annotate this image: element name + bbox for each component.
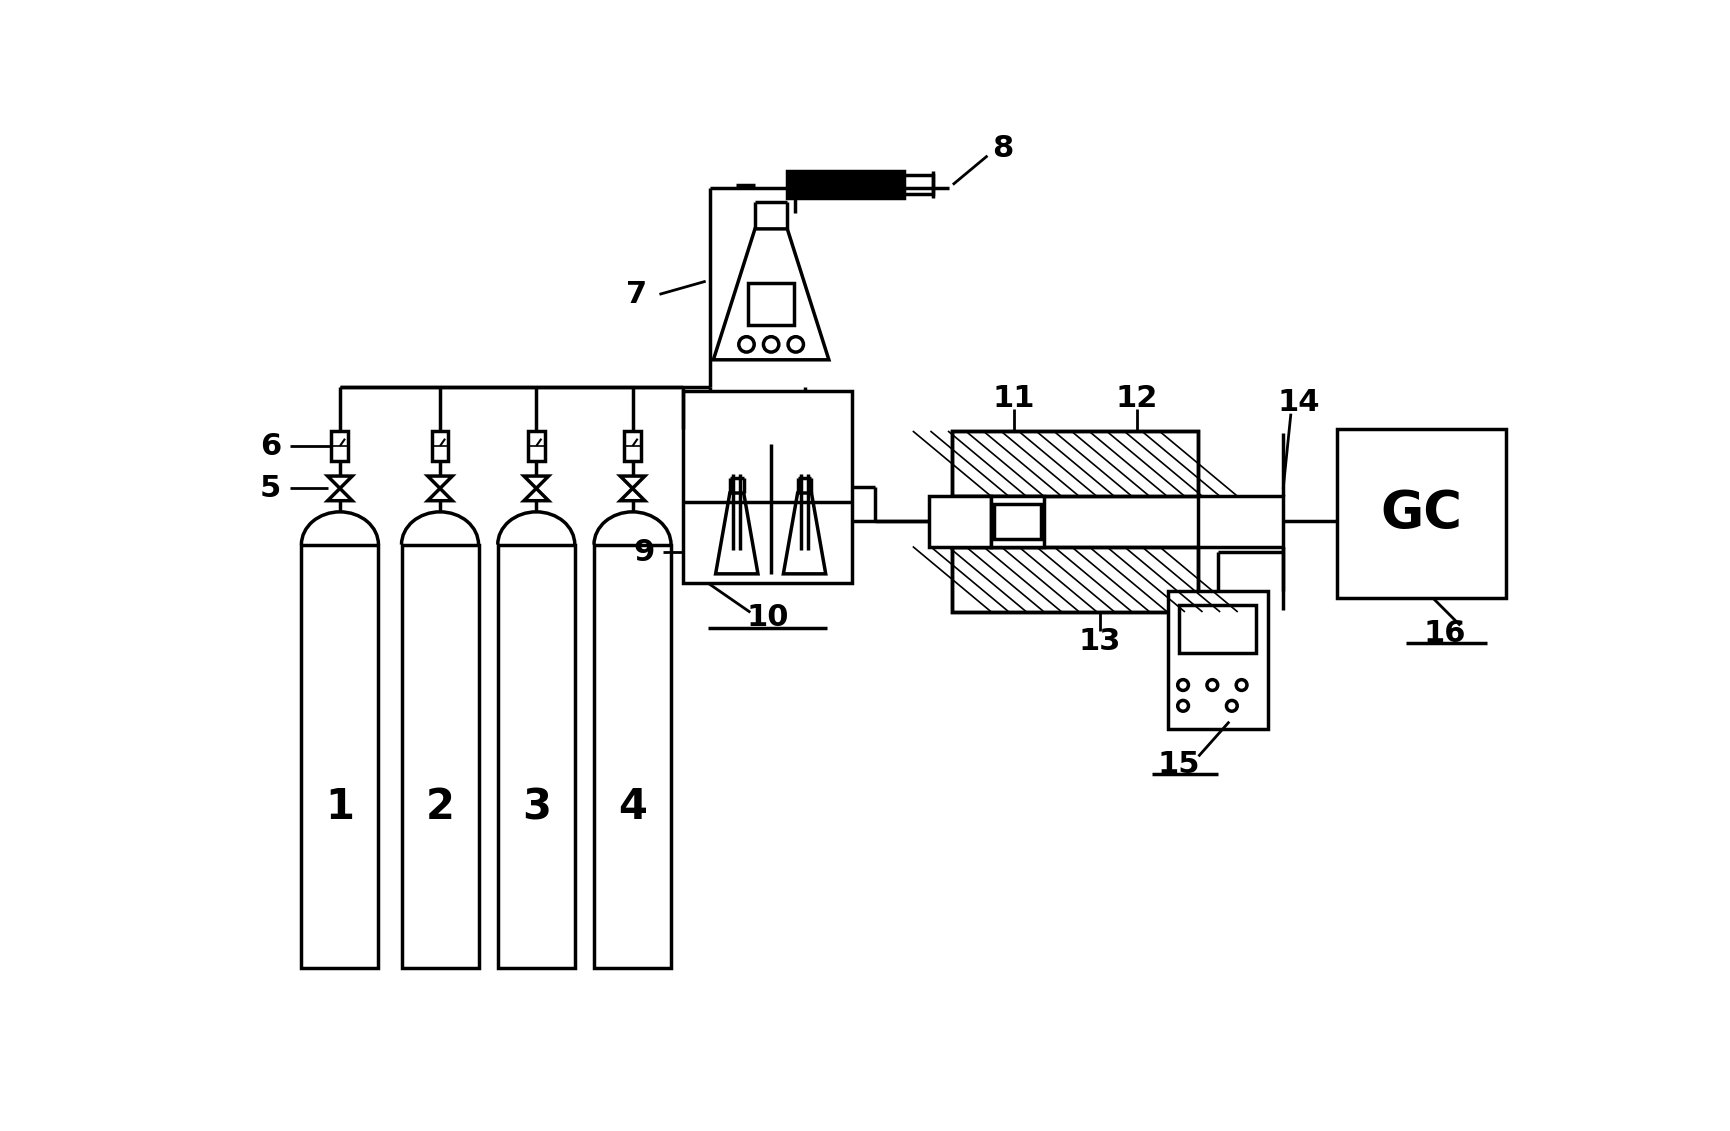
Text: 12: 12 (1116, 385, 1157, 413)
Bar (1168, 590, 1268, 729)
Polygon shape (716, 493, 758, 573)
Text: GC: GC (1381, 487, 1464, 539)
Bar (401, 545, 479, 968)
Polygon shape (621, 476, 645, 489)
Bar (991, 497, 1045, 546)
Text: 2: 2 (426, 786, 455, 828)
Polygon shape (713, 228, 829, 360)
Polygon shape (427, 489, 452, 501)
Bar (1337, 429, 1507, 598)
Bar (903, 175, 932, 195)
Text: 15: 15 (1157, 750, 1201, 778)
Bar (952, 431, 1199, 497)
Polygon shape (327, 489, 353, 501)
Text: 4: 4 (618, 786, 647, 828)
Polygon shape (327, 476, 353, 489)
Bar (929, 497, 991, 546)
Text: 16: 16 (1424, 619, 1465, 648)
Bar (528, 431, 545, 460)
Circle shape (1227, 700, 1237, 711)
Circle shape (763, 337, 778, 352)
Polygon shape (524, 489, 548, 501)
Bar (625, 431, 642, 460)
Circle shape (739, 337, 754, 352)
Text: 5: 5 (260, 474, 282, 503)
Bar (952, 431, 1199, 497)
Text: 11: 11 (993, 385, 1035, 413)
Bar (332, 431, 348, 460)
Bar (301, 545, 379, 968)
Polygon shape (621, 489, 645, 501)
Bar (683, 390, 851, 584)
Polygon shape (524, 476, 548, 489)
Text: 10: 10 (746, 603, 789, 632)
Text: 9: 9 (633, 537, 654, 567)
Text: 14: 14 (1277, 388, 1320, 416)
Text: 13: 13 (1080, 627, 1121, 656)
Text: 7: 7 (626, 279, 647, 309)
Bar (593, 545, 671, 968)
Text: 3: 3 (522, 786, 550, 828)
Polygon shape (427, 476, 452, 489)
Circle shape (789, 337, 803, 352)
Circle shape (1178, 680, 1189, 690)
Bar (498, 545, 574, 968)
Circle shape (1237, 680, 1247, 690)
Text: 8: 8 (993, 133, 1014, 163)
Bar (952, 546, 1199, 612)
Bar (1199, 497, 1284, 546)
Circle shape (1178, 700, 1189, 711)
Bar (747, 283, 794, 325)
Bar (952, 546, 1199, 612)
Bar (431, 431, 448, 460)
Polygon shape (784, 493, 825, 573)
Bar (995, 504, 1041, 539)
Text: 6: 6 (260, 432, 282, 460)
Text: 1: 1 (325, 786, 355, 828)
Bar (787, 171, 903, 198)
Circle shape (1208, 680, 1218, 690)
Bar (1180, 605, 1256, 654)
